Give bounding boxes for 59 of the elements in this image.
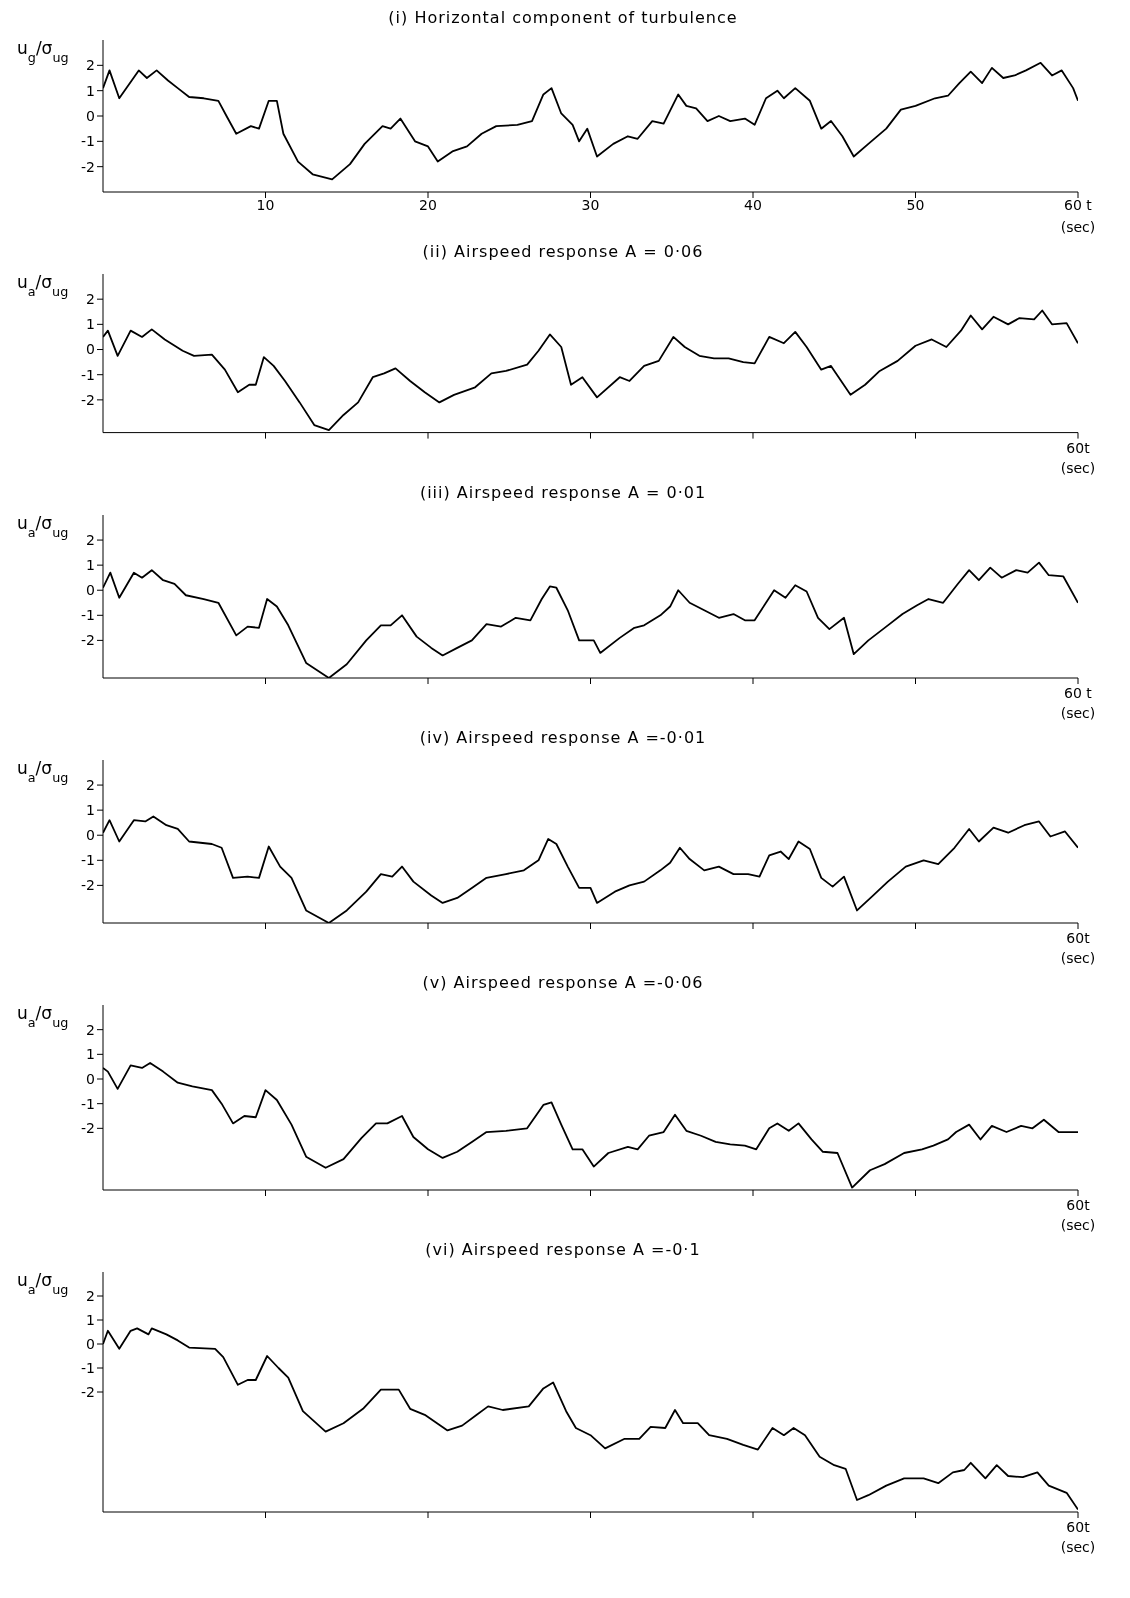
x-tick-label: 20 [419, 196, 437, 213]
y-axis-title: u$_{a}$/σ$_{ug}$ [17, 272, 69, 299]
y-tick-label: -1 [81, 366, 96, 383]
x-tick-label: 60 t [1064, 196, 1093, 213]
y-axis-title: u$_{a}$/σ$_{ug}$ [17, 1269, 69, 1297]
y-axis-title: u$_{a}$/σ$_{ug}$ [17, 1002, 69, 1030]
y-tick-label: -2 [81, 876, 95, 893]
text: 60t [1066, 1518, 1091, 1535]
y-axis-title: u$_{a}$/σ$_{ug}$ [17, 757, 69, 785]
y-tick-label: -1 [81, 1095, 95, 1112]
y-tick-label: -1 [81, 133, 95, 150]
chart-title: (vi) Airspeed response A =-0·1 [424, 1239, 702, 1261]
y-tick-label: 0 [86, 826, 95, 843]
y-tick-label: -2 [81, 158, 95, 175]
y-tick-label: 1 [86, 801, 95, 818]
chart-title: (v) Airspeed response A =-0·06 [421, 972, 705, 994]
x-axis-title: (sec) [1060, 704, 1096, 721]
y-tick-label: 0 [86, 1335, 95, 1352]
y-tick-label: 1 [86, 82, 95, 99]
y-tick-label: 2 [86, 1021, 95, 1038]
x-axis-title: (sec) [1060, 459, 1096, 476]
y-tick-label: -1 [81, 606, 95, 623]
y-tick-label: 0 [86, 107, 95, 124]
x-axis-title: (sec) [1060, 949, 1096, 966]
text: 60t [1066, 439, 1091, 456]
y-tick-label: 1 [86, 316, 96, 333]
y-tick-label: 1 [86, 556, 95, 573]
y-tick-label: 1 [86, 1311, 95, 1328]
x-axis-title: (sec) [1060, 1538, 1096, 1555]
x-axis-title: (sec) [1060, 1216, 1096, 1233]
y-tick-label: 1 [86, 1045, 95, 1062]
chart-title: (i) Horizontal component of turbulence [387, 8, 739, 29]
chart-title: (iv) Airspeed response A =-0·01 [418, 727, 708, 749]
y-tick-label: -2 [81, 1383, 95, 1400]
y-tick-label: 0 [86, 341, 96, 358]
chart-title: (ii) Airspeed response A = 0·06 [421, 242, 705, 263]
y-tick-label: -2 [81, 631, 95, 648]
x-axis-title: (sec) [1060, 219, 1096, 235]
y-tick-label: 2 [86, 291, 96, 308]
chart-title: (iii) Airspeed response A = 0·01 [418, 482, 708, 504]
y-tick-label: -2 [81, 1119, 95, 1136]
y-tick-label: -1 [81, 1359, 95, 1376]
y-tick-label: 0 [86, 581, 95, 598]
y-tick-label: 2 [86, 1287, 95, 1304]
x-tick-label: 30 [581, 196, 600, 213]
y-tick-label: 2 [86, 57, 95, 74]
text: 60 t [1064, 684, 1093, 701]
x-tick-label: 40 [744, 196, 762, 213]
text: 60t [1066, 929, 1091, 946]
y-tick-label: -2 [81, 391, 96, 408]
y-axis-title: u$_{g}$/σ$_{ug}$ [17, 38, 69, 65]
y-tick-label: 2 [86, 531, 95, 548]
y-axis-title: u$_{a}$/σ$_{ug}$ [17, 512, 69, 540]
y-tick-label: 2 [86, 776, 95, 793]
x-tick-label: 50 [906, 196, 925, 213]
y-tick-label: -1 [81, 851, 95, 868]
x-tick-label: 10 [256, 196, 275, 213]
text: 60t [1066, 1196, 1091, 1213]
y-tick-label: 0 [86, 1070, 95, 1087]
